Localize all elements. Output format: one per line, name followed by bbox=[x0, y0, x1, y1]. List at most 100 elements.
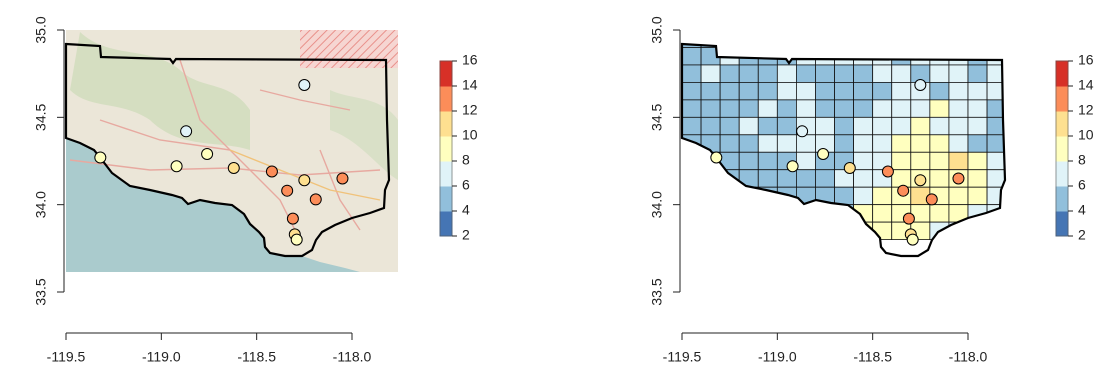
grid-cell bbox=[911, 117, 930, 134]
station-point bbox=[266, 166, 277, 177]
grid-cell bbox=[968, 100, 987, 117]
y-tick-label: 34.5 bbox=[649, 103, 665, 130]
grid-cell bbox=[701, 82, 720, 99]
grid-cell bbox=[835, 187, 854, 204]
grid-cell bbox=[796, 205, 815, 222]
x-tick-label: -118.0 bbox=[333, 349, 372, 365]
legend-swatch bbox=[440, 186, 452, 211]
grid-cell bbox=[873, 82, 892, 99]
grid-cell bbox=[968, 82, 987, 99]
grid-cell bbox=[777, 82, 796, 99]
grid-cell bbox=[739, 117, 758, 134]
legend-label: 8 bbox=[1078, 152, 1086, 168]
grid-cell bbox=[758, 222, 777, 239]
grid-cell bbox=[873, 65, 892, 82]
grid-cell bbox=[835, 30, 854, 47]
x-tick-label: -118.0 bbox=[949, 349, 988, 365]
station-point bbox=[711, 152, 722, 163]
grid-cell bbox=[930, 100, 949, 117]
grid-cell bbox=[873, 100, 892, 117]
grid-cell bbox=[815, 222, 834, 239]
grid-cell bbox=[987, 222, 1006, 239]
grid-cell bbox=[854, 117, 873, 134]
legend-label: 14 bbox=[1078, 77, 1094, 93]
legend-swatch bbox=[440, 111, 452, 136]
grid-cell bbox=[777, 205, 796, 222]
grid-cell bbox=[892, 135, 911, 152]
legend-swatch bbox=[440, 136, 452, 161]
legend-label: 10 bbox=[462, 127, 478, 143]
grid-cell bbox=[682, 65, 701, 82]
x-tick-label: -118.5 bbox=[853, 349, 892, 365]
grid-cell bbox=[911, 47, 930, 64]
grid-cell bbox=[930, 47, 949, 64]
grid-cell bbox=[796, 82, 815, 99]
grid-cell bbox=[987, 187, 1006, 204]
grid-cell bbox=[815, 205, 834, 222]
grid-cell bbox=[873, 222, 892, 239]
legend-label: 8 bbox=[462, 152, 470, 168]
grid-cell bbox=[854, 135, 873, 152]
station-point bbox=[903, 213, 914, 224]
grid-cell bbox=[930, 82, 949, 99]
legend-swatch bbox=[440, 86, 452, 111]
grid-cell bbox=[720, 30, 739, 47]
grid-cell bbox=[777, 47, 796, 64]
station-point bbox=[337, 173, 348, 184]
station-point bbox=[882, 166, 893, 177]
grid-cell bbox=[892, 65, 911, 82]
grid-cell bbox=[835, 82, 854, 99]
grid-cell bbox=[701, 170, 720, 187]
grid-cell bbox=[701, 222, 720, 239]
grid-cell bbox=[796, 135, 815, 152]
grid-cell bbox=[682, 47, 701, 64]
grid-cell bbox=[796, 30, 815, 47]
grid-cell bbox=[739, 82, 758, 99]
grid-cell bbox=[758, 47, 777, 64]
grid-cell bbox=[968, 117, 987, 134]
grid-cell bbox=[987, 205, 1006, 222]
grid-cell bbox=[873, 187, 892, 204]
grid-cell bbox=[796, 152, 815, 169]
legend-label: 2 bbox=[462, 227, 470, 243]
grid-cell bbox=[815, 30, 834, 47]
grid-cells bbox=[682, 30, 1006, 240]
grid-cell bbox=[835, 222, 854, 239]
grid-cell bbox=[949, 30, 968, 47]
grid-cell bbox=[777, 222, 796, 239]
x-tick-label: -119.5 bbox=[47, 349, 86, 365]
grid-cell bbox=[854, 82, 873, 99]
grid-cell bbox=[835, 117, 854, 134]
grid-cell bbox=[682, 152, 701, 169]
grid-cell bbox=[835, 135, 854, 152]
grid-cell bbox=[682, 187, 701, 204]
grid-cell bbox=[701, 100, 720, 117]
grid-cell bbox=[835, 100, 854, 117]
station-point bbox=[787, 161, 798, 172]
grid-cell bbox=[796, 65, 815, 82]
grid-cell bbox=[777, 135, 796, 152]
legend-swatch bbox=[1056, 136, 1068, 161]
grid-cell bbox=[892, 170, 911, 187]
grid-cell bbox=[720, 100, 739, 117]
grid-cell bbox=[968, 222, 987, 239]
grid-cell bbox=[682, 205, 701, 222]
x-tick-label: -119.0 bbox=[142, 349, 181, 365]
grid-cell bbox=[930, 135, 949, 152]
y-tick-label: 34.5 bbox=[33, 103, 49, 130]
station-point bbox=[898, 185, 909, 196]
station-point bbox=[299, 175, 310, 186]
station-point bbox=[202, 149, 213, 160]
grid-cell bbox=[873, 135, 892, 152]
grid-cell bbox=[758, 65, 777, 82]
grid-cell bbox=[892, 100, 911, 117]
grid-cell bbox=[854, 100, 873, 117]
legend-label: 14 bbox=[462, 77, 478, 93]
grid-cell bbox=[758, 135, 777, 152]
station-point bbox=[299, 80, 310, 91]
station-point bbox=[844, 162, 855, 173]
station-point bbox=[915, 175, 926, 186]
grid-cell bbox=[796, 222, 815, 239]
grid-cell bbox=[682, 100, 701, 117]
legend-label: 16 bbox=[462, 52, 478, 68]
